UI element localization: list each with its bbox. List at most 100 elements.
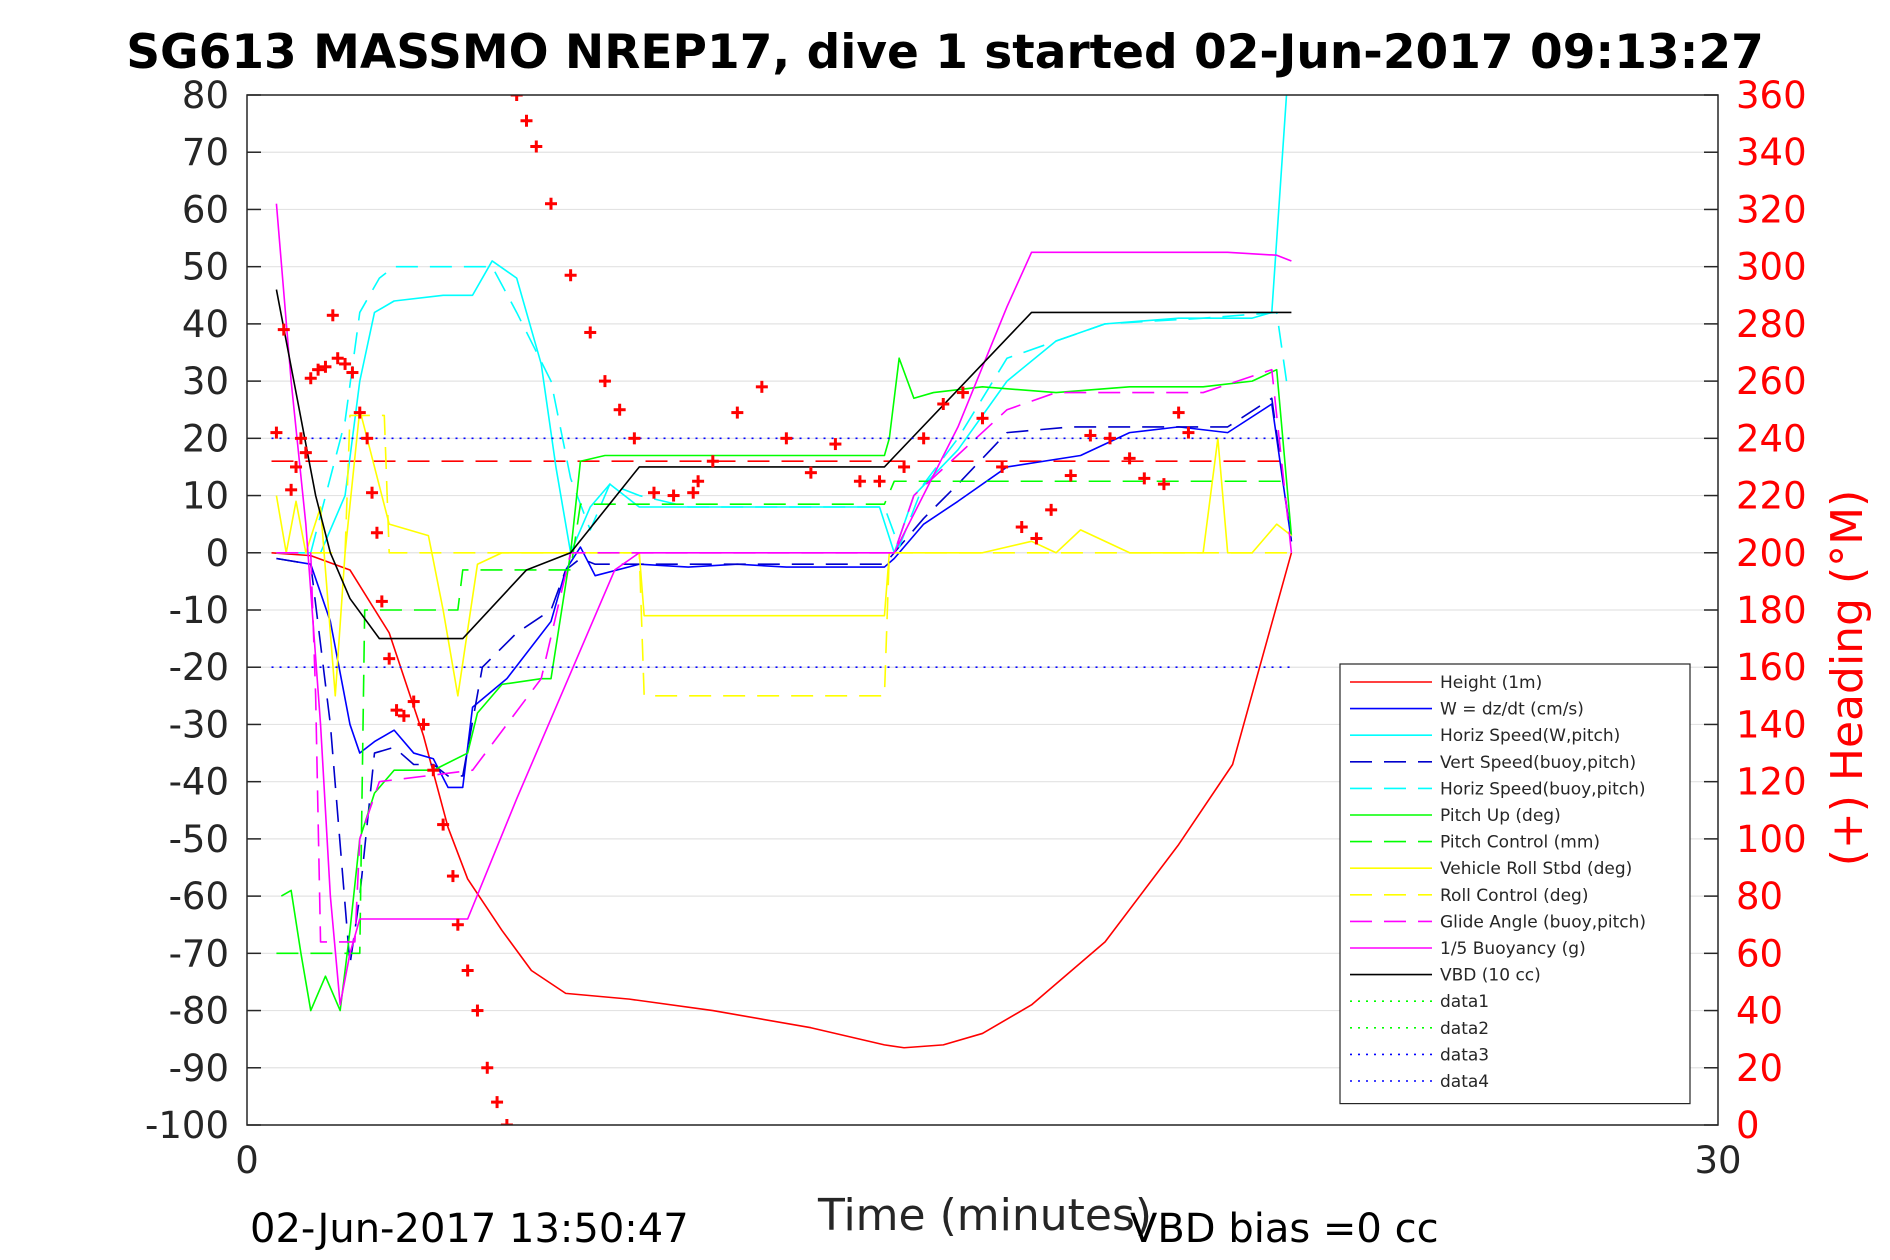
chart-title: SG613 MASSMO NREP17, dive 1 started 02-J… xyxy=(126,25,1764,80)
heading-marker xyxy=(500,1119,513,1125)
y-axis-right-label: (+) Heading (°M) xyxy=(1822,490,1873,867)
y-tick-label-right: 140 xyxy=(1736,703,1807,746)
heading-marker xyxy=(829,438,842,451)
y-tick-label-right: 0 xyxy=(1736,1104,1760,1147)
y-tick-label-left: -10 xyxy=(169,589,229,632)
y-tick-label-right: 180 xyxy=(1736,589,1807,632)
heading-marker xyxy=(294,432,307,445)
y-tick-label-right: 80 xyxy=(1736,875,1783,918)
heading-marker xyxy=(491,1096,504,1109)
footer-vbd-bias: VBD bias =0 cc xyxy=(1130,1206,1439,1252)
heading-marker xyxy=(427,764,440,777)
heading-marker xyxy=(520,114,533,127)
y-tick-label-left: -40 xyxy=(169,761,229,804)
x-axis-label: Time (minutes) xyxy=(817,1190,1152,1241)
heading-marker xyxy=(510,95,523,101)
heading-marker xyxy=(564,269,577,282)
legend-entry: W = dz/dt (cm/s) xyxy=(1440,700,1584,720)
y-tick-label-left: 50 xyxy=(182,246,229,289)
heading-marker xyxy=(1138,472,1151,485)
y-tick-label-left: 30 xyxy=(182,360,229,403)
heading-marker xyxy=(1045,503,1058,516)
heading-marker xyxy=(277,323,290,336)
axes: 80706050403020100-10-20-30-40-50-60-70-8… xyxy=(145,74,1807,1182)
y-tick-label-left: 40 xyxy=(182,303,229,346)
x-tick-label: 30 xyxy=(1694,1139,1741,1182)
legend-entry: data3 xyxy=(1440,1045,1489,1065)
y-tick-label-right: 100 xyxy=(1736,818,1807,861)
heading-marker xyxy=(304,372,317,385)
heading-marker xyxy=(383,652,396,665)
heading-marker xyxy=(613,403,626,416)
legend-entry: data4 xyxy=(1440,1072,1489,1092)
heading-marker xyxy=(545,197,558,210)
heading-marker xyxy=(312,363,325,376)
heading-marker xyxy=(584,326,597,339)
heading-marker xyxy=(804,466,817,479)
heading-marker xyxy=(346,366,359,379)
heading-marker xyxy=(996,460,1009,473)
heading-marker xyxy=(326,309,339,322)
heading-marker xyxy=(667,489,680,502)
heading-marker xyxy=(481,1061,494,1074)
heading-marker xyxy=(1084,429,1097,442)
series-line-roll-control-deg xyxy=(276,414,1292,697)
y-tick-label-left: -80 xyxy=(169,990,229,1033)
series-line-height-1m xyxy=(271,551,1293,1049)
heading-marker xyxy=(471,1004,484,1017)
legend-entry: Vehicle Roll Stbd (deg) xyxy=(1440,859,1632,879)
y-tick-label-left: -90 xyxy=(169,1047,229,1090)
heading-marker xyxy=(780,432,793,445)
heading-marker xyxy=(370,526,383,539)
x-tick-label: 0 xyxy=(235,1139,259,1182)
y-tick-label-right: 300 xyxy=(1736,246,1807,289)
heading-marker xyxy=(598,375,611,388)
heading-marker xyxy=(353,406,366,419)
legend-entry: Height (1m) xyxy=(1440,673,1542,693)
heading-marker xyxy=(451,918,464,931)
y-tick-label-right: 240 xyxy=(1736,417,1807,460)
heading-marker xyxy=(898,460,911,473)
heading-marker xyxy=(687,486,700,499)
legend-entry: Pitch Up (deg) xyxy=(1440,806,1561,826)
heading-marker xyxy=(873,475,886,488)
legend-entry: Vert Speed(buoy,pitch) xyxy=(1440,753,1636,773)
heading-marker xyxy=(319,360,332,373)
y-tick-label-left: -60 xyxy=(169,875,229,918)
heading-marker xyxy=(375,595,388,608)
heading-marker xyxy=(692,475,705,488)
series-line-vbd-10-cc xyxy=(275,289,1292,640)
heading-marker xyxy=(299,446,312,459)
y-tick-label-left: -50 xyxy=(169,818,229,861)
y-tick-label-left: 70 xyxy=(182,131,229,174)
heading-marker xyxy=(397,709,410,722)
heading-marker xyxy=(1172,406,1185,419)
y-tick-label-left: -70 xyxy=(169,932,229,975)
heading-marker xyxy=(1182,426,1195,439)
y-tick-label-right: 220 xyxy=(1736,475,1807,518)
series-line-vert-speed-buoy-pitch xyxy=(276,397,1293,966)
heading-marker xyxy=(339,357,352,370)
y-tick-label-right: 260 xyxy=(1736,360,1807,403)
legend-box xyxy=(1339,663,1691,1105)
heading-marker xyxy=(417,718,430,731)
series-line-horiz-speed-buoy-pitch xyxy=(276,265,1288,554)
y-tick-label-right: 60 xyxy=(1736,932,1783,975)
y-tick-label-right: 120 xyxy=(1736,761,1807,804)
legend-entry: data1 xyxy=(1440,992,1489,1012)
y-tick-label-right: 320 xyxy=(1736,188,1807,231)
heading-marker xyxy=(461,964,474,977)
legend-entry: VBD (10 cc) xyxy=(1440,966,1541,986)
legend-entry: Roll Control (deg) xyxy=(1440,886,1588,906)
heading-marker xyxy=(1064,469,1077,482)
heading-marker xyxy=(937,398,950,410)
y-tick-label-left: 0 xyxy=(205,532,229,575)
heading-marker xyxy=(331,352,344,365)
y-tick-label-left: 60 xyxy=(182,188,229,231)
heading-marker xyxy=(407,695,420,708)
heading-marker xyxy=(628,432,641,445)
y-tick-label-right: 40 xyxy=(1736,990,1783,1033)
series-line-pitch-control-mm xyxy=(276,480,1292,955)
y-tick-label-right: 340 xyxy=(1736,131,1807,174)
heading-marker xyxy=(731,406,744,419)
